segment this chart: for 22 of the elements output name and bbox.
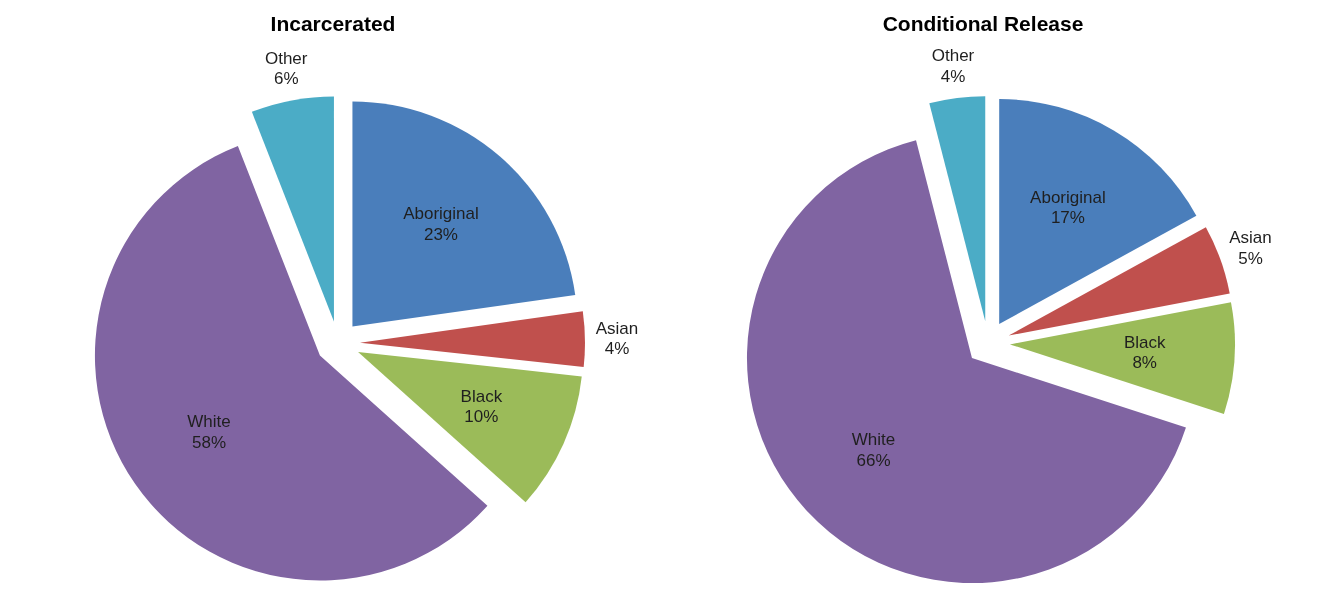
data-label: 66% bbox=[856, 450, 891, 470]
data-label: 23% bbox=[423, 224, 458, 244]
slice-label: White bbox=[851, 430, 896, 450]
data-label: 8% bbox=[1132, 353, 1157, 373]
data-label: 5% bbox=[1238, 248, 1263, 268]
slice-label: Other bbox=[931, 46, 975, 66]
slice-label: Aboriginal bbox=[403, 204, 479, 224]
data-label: 58% bbox=[191, 432, 227, 452]
slice-label: White bbox=[187, 412, 231, 432]
slice-label: Asian bbox=[1229, 228, 1272, 248]
data-label: 4% bbox=[604, 338, 630, 358]
chart-title: Incarcerated bbox=[269, 12, 397, 36]
data-label: 10% bbox=[464, 407, 499, 427]
slice-label: Other bbox=[264, 48, 308, 68]
slice-label: Black bbox=[1123, 332, 1166, 352]
data-label: 6% bbox=[273, 69, 299, 89]
chart-title: Conditional Release bbox=[881, 12, 1085, 36]
slice-label: Black bbox=[460, 386, 503, 406]
data-label: 4% bbox=[940, 66, 966, 86]
data-label: 17% bbox=[1050, 208, 1085, 228]
slice-label: Asian bbox=[595, 318, 639, 338]
slice-label: Aboriginal bbox=[1030, 187, 1106, 207]
